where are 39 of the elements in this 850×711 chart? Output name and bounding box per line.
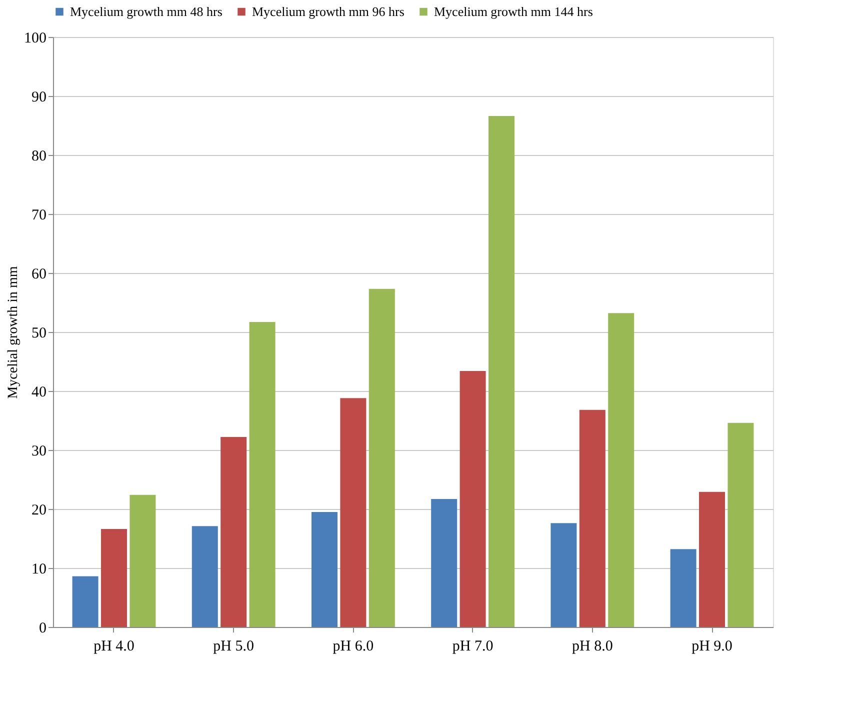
y-tick-label: 100	[24, 30, 46, 46]
bar	[460, 370, 486, 627]
bar	[249, 322, 276, 627]
bar	[340, 398, 366, 627]
y-tick-label: 40	[32, 384, 46, 400]
x-tick-label: pH 9.0	[692, 638, 732, 654]
bar	[72, 576, 98, 627]
x-tick-label: pH 7.0	[452, 638, 494, 654]
x-tick-label: pH 5.0	[213, 638, 254, 654]
x-tick-label: pH 8.0	[572, 638, 613, 654]
y-tick-label: 80	[32, 148, 46, 164]
bar	[368, 288, 395, 627]
bar	[220, 437, 247, 627]
bar	[550, 523, 577, 627]
bar	[699, 492, 726, 627]
y-tick-label: 90	[32, 90, 46, 106]
y-tick-label: 0	[39, 620, 46, 636]
y-tick-label: 50	[32, 326, 46, 342]
x-tick-label: pH 4.0	[94, 638, 134, 654]
bar	[608, 313, 634, 627]
y-tick-label: 10	[32, 562, 46, 578]
y-tick-label: 70	[32, 208, 46, 224]
legend-label: Mycelium growth mm 48 hrs	[70, 4, 222, 19]
bar	[579, 410, 606, 627]
y-tick-label: 60	[32, 266, 46, 282]
bar	[488, 116, 515, 627]
x-tick-label: pH 6.0	[332, 638, 374, 654]
bar	[100, 529, 127, 627]
y-tick-label: 30	[32, 444, 46, 460]
bar	[192, 526, 218, 627]
legend-label: Mycelium growth mm 144 hrs	[434, 4, 593, 19]
bar	[130, 494, 156, 627]
bar	[311, 512, 338, 627]
y-tick-label: 20	[32, 502, 46, 518]
y-axis-title: Mycelial growth in mm	[6, 266, 21, 399]
legend-label: Mycelium growth mm 96 hrs	[252, 4, 404, 19]
bar	[728, 422, 754, 627]
bar	[670, 549, 696, 627]
bar	[431, 498, 458, 627]
